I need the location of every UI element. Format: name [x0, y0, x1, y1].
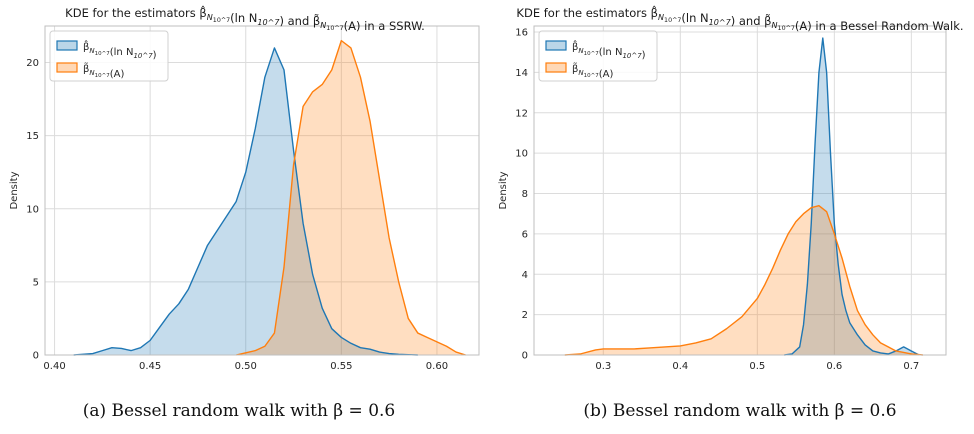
- y-tick-label: 0: [522, 351, 528, 362]
- series-tilde-area: [236, 40, 466, 356]
- x-tick-label: 0.60: [426, 361, 448, 372]
- legend-swatch-tilde: [56, 62, 78, 73]
- legend-label-tilde: β̃N10^7(A): [83, 61, 124, 80]
- y-tick-label: 0: [33, 351, 39, 362]
- series-hat-area: [784, 38, 920, 356]
- x-tick-label: 0.50: [235, 361, 257, 372]
- legend: β̂N10^7(ln N10^7)β̃N10^7(A): [49, 30, 169, 82]
- y-tick-label: 10: [26, 204, 39, 215]
- y-tick-label: 14: [515, 68, 528, 79]
- series-hat-area: [73, 47, 418, 356]
- chart-panel-b: 0.3 0.4 0.5 0.6 0.7 0 2 4 6 8 10 12 14 16 Density KDE f…: [498, 4, 964, 372]
- legend: β̂N10^7(ln N10^7)β̃N10^7(A): [538, 30, 658, 82]
- x-tick-label: 0.55: [330, 361, 352, 372]
- y-axis-title: Density: [9, 171, 20, 209]
- x-tick-label: 0.45: [139, 361, 161, 372]
- plot-frame: [533, 25, 947, 356]
- legend-swatch-hat: [545, 40, 567, 51]
- legend-label-hat: β̂N10^7(ln N10^7): [83, 39, 157, 61]
- y-tick-label: 15: [26, 131, 39, 142]
- y-tick-label: 10: [515, 149, 528, 160]
- chart-title: KDE for the estimators β̂N10^7(ln N10^7)…: [65, 4, 425, 33]
- series-tilde-line: [236, 39, 466, 356]
- caption-b: (b) Bessel random walk with β = 0.6: [583, 401, 896, 421]
- x-tick-label: 0.4: [672, 361, 688, 372]
- y-tick-label: 6: [522, 229, 528, 240]
- series-tilde-line: [564, 204, 923, 356]
- x-tick-label: 0.5: [749, 361, 765, 372]
- legend-box: [49, 30, 169, 82]
- legend-label-hat: β̂N10^7(ln N10^7): [572, 39, 646, 61]
- chart-title: KDE for the estimators β̂N10^7(ln N10^7)…: [516, 4, 963, 33]
- legend-swatch-tilde: [545, 62, 567, 73]
- chart-panel-a: 0.40 0.45 0.50 0.55 0.60 0 5 10 15 20 Density KDE f…: [9, 4, 480, 372]
- y-tick-label: 5: [33, 277, 39, 288]
- x-tick-label: 0.6: [826, 361, 842, 372]
- y-tick-label: 12: [515, 108, 528, 119]
- series-hat-line: [73, 47, 418, 356]
- legend-label-tilde: β̃N10^7(A): [572, 61, 613, 80]
- legend-box: [538, 30, 658, 82]
- x-tick-label: 0.40: [43, 361, 65, 372]
- y-tick-label: 2: [522, 310, 528, 321]
- y-tick-label: 16: [515, 28, 528, 39]
- series-tilde-area: [564, 205, 923, 355]
- x-tick-label: 0.7: [903, 361, 919, 372]
- y-axis-title: Density: [498, 171, 509, 209]
- caption-a: (a) Bessel random walk with β = 0.6: [83, 401, 395, 421]
- y-tick-label: 20: [26, 58, 39, 69]
- legend-swatch-hat: [56, 40, 78, 51]
- y-tick-label: 8: [522, 189, 528, 200]
- plot-frame: [44, 25, 480, 356]
- y-tick-label: 4: [522, 270, 528, 281]
- series-hat-line: [784, 37, 920, 356]
- x-tick-label: 0.3: [595, 361, 611, 372]
